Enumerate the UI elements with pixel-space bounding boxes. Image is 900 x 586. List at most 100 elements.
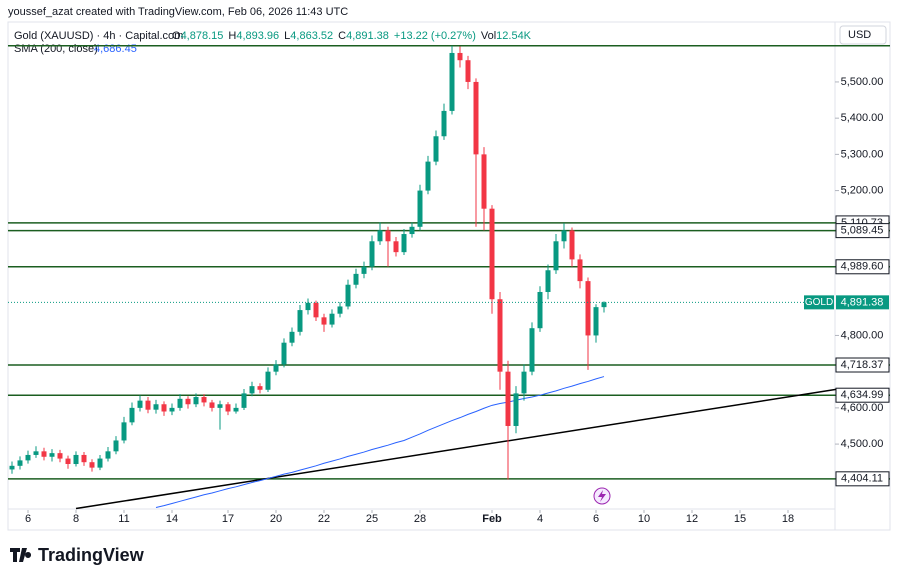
ohlc-value: 12.54K [496,30,532,42]
candle-body [41,451,47,457]
level-label: 4,989.60 [841,261,884,273]
y-tick-label: 5,400.00 [841,112,884,124]
level-label-box [835,223,890,239]
candle-body [241,393,247,408]
trendline [75,388,837,510]
ohlc-label: Vol [481,30,496,42]
candle-body [561,230,567,242]
x-tick-label: 20 [270,513,282,525]
candle-body [369,241,375,267]
ohlc-label: L [284,30,290,42]
sma-name: SMA (200, close) [14,43,98,55]
candle-body [321,317,327,325]
x-tick-label: 12 [686,513,698,525]
last-price-name: GOLD [805,297,833,308]
candle-body [297,310,303,332]
candle-body [217,404,223,408]
candle-body [497,299,503,372]
candle-body [105,451,111,459]
candle-body [569,230,575,260]
x-tick-label: Feb [482,513,502,525]
candle-body [585,281,591,336]
candle-body [81,454,87,463]
candle-body [393,241,399,253]
candle-body [529,328,535,372]
y-tick-label: 4,600.00 [841,402,884,414]
candle-body [401,234,407,253]
ohlc-label: H [228,30,236,42]
candle-body [65,458,71,465]
x-tick-label: 4 [537,513,543,525]
candle-body [593,307,599,336]
ohlc-value: +13.22 (+0.27%) [394,30,476,42]
candle-body [329,313,335,325]
candle-body [17,460,23,466]
candle-body [425,161,431,191]
symbol-title: Gold (XAUUSD) · 4h · Capital.com [14,30,183,42]
last-price-name-box [804,295,834,310]
x-tick-label: 14 [166,513,178,525]
level-label-box [835,357,890,373]
level-label-box [835,259,890,275]
candle-body [377,230,383,242]
candle-body [601,302,607,308]
candle-body [361,266,367,274]
candle-body [9,465,15,470]
level-label: 4,404.11 [841,473,883,485]
candle-body [433,136,439,162]
candle-body [353,273,359,285]
x-tick-label: 8 [73,513,79,525]
candle-body [489,208,495,300]
candle-body [481,154,487,209]
currency[interactable]: USD [848,29,871,41]
y-tick-label: 5,300.00 [841,148,884,160]
y-tick-label: 4,500.00 [841,438,884,450]
x-tick-label: 22 [318,513,330,525]
candle-body [513,393,519,426]
candle-body [169,407,175,412]
level-label-box [835,471,890,487]
candle-body [193,397,199,405]
x-tick-label: 10 [638,513,650,525]
candle-body [113,440,119,452]
candle-body [345,284,351,307]
level-label-box [835,387,890,403]
candle-body [25,454,31,461]
ohlc-value: 4,878.15 [181,30,224,42]
level-label: 5,089.45 [841,225,884,237]
x-tick-label: 11 [118,513,129,525]
logo-text: TradingView [38,545,145,565]
last-price-box [836,295,889,310]
candle-body [73,454,79,465]
candle-body [449,52,455,111]
candle-body [89,462,95,468]
candle-body [177,398,183,408]
ohlc-label: C [338,30,346,42]
candle-body [137,400,143,408]
sma-value: 4,686.45 [94,43,137,55]
candle-body [97,458,103,468]
ohlc-label: O [172,30,181,42]
candle-body [225,404,231,412]
y-tick-label: 4,800.00 [841,329,884,341]
x-tick-label: 6 [25,513,31,525]
candle-body [201,397,207,403]
candle-body [409,226,415,235]
candle-body [441,110,447,137]
credit: youssef_azat created with TradingView.co… [8,6,348,18]
candle-body [465,60,471,82]
last-price-label: 4,891.38 [841,296,884,308]
candle-body [337,306,343,314]
y-tick-label: 5,500.00 [841,76,884,88]
event-bolt [598,490,606,502]
candle-body [161,404,167,412]
ohlc-value: 4,891.38 [346,30,389,42]
x-tick-label: 18 [782,513,794,525]
candle-body [537,291,543,329]
currency-button[interactable] [839,25,887,45]
candle-body [33,451,39,455]
candle-body [145,400,151,410]
x-tick-label: 17 [222,513,234,525]
ohlc-value: 4,863.52 [290,30,333,42]
